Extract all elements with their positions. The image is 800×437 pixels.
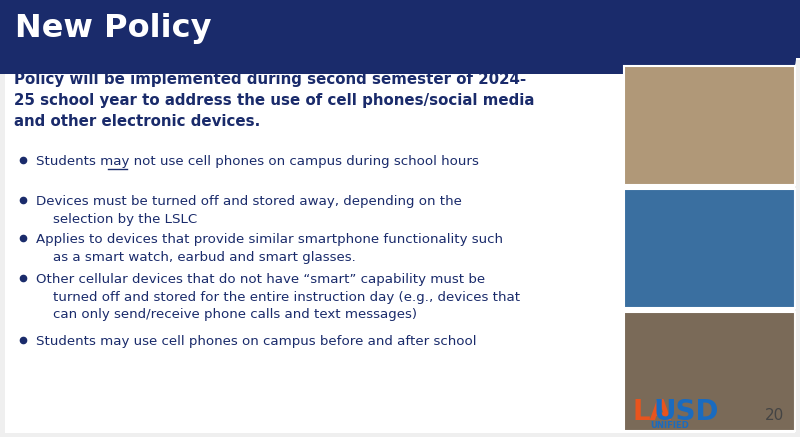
Text: LA: LA <box>633 398 671 426</box>
Text: UNIFIED: UNIFIED <box>650 422 690 430</box>
Text: 20: 20 <box>764 409 784 423</box>
Bar <box>0 0 780 58</box>
Bar <box>624 189 795 308</box>
Bar <box>624 66 795 185</box>
Text: Other cellular devices that do not have “smart” capability must be
    turned of: Other cellular devices that do not have … <box>36 273 520 321</box>
Text: Policy will be implemented during second semester of 2024-
25 school year to add: Policy will be implemented during second… <box>14 72 534 129</box>
Text: Devices must be turned off and stored away, depending on the
    selection by th: Devices must be turned off and stored aw… <box>36 195 462 225</box>
Text: Applies to devices that provide similar smartphone functionality such
    as a s: Applies to devices that provide similar … <box>36 233 503 264</box>
Bar <box>5 62 795 433</box>
Bar <box>0 0 520 74</box>
Bar <box>0 60 800 437</box>
FancyBboxPatch shape <box>0 0 796 74</box>
Text: USD: USD <box>654 398 718 426</box>
Text: Students may use cell phones on campus before and after school: Students may use cell phones on campus b… <box>36 335 477 348</box>
Bar <box>624 312 795 431</box>
Bar <box>0 0 800 58</box>
Text: Students may not use cell phones on campus during school hours: Students may not use cell phones on camp… <box>36 155 479 168</box>
Text: New Policy: New Policy <box>15 14 211 45</box>
